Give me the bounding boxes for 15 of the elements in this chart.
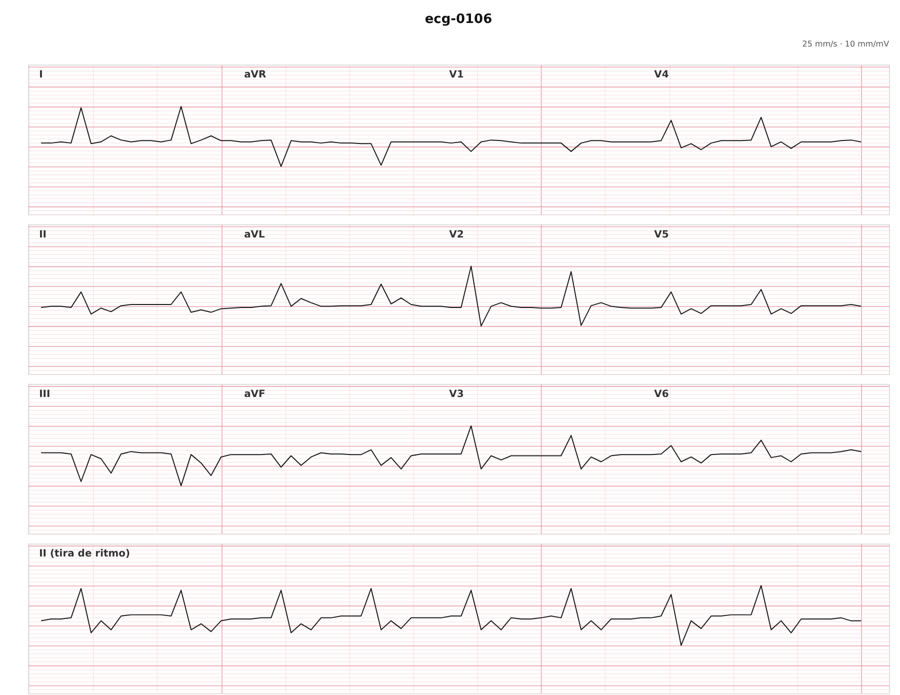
text: V5 bbox=[654, 229, 669, 240]
text: II bbox=[39, 229, 46, 240]
text: V2 bbox=[449, 229, 464, 240]
text: V6 bbox=[654, 388, 669, 400]
text: aVL bbox=[244, 229, 266, 240]
text: V3 bbox=[449, 388, 464, 400]
text: V1 bbox=[449, 70, 464, 81]
text: V4 bbox=[654, 70, 669, 81]
text: aVF bbox=[244, 388, 266, 400]
chart-title: ecg-0106 bbox=[424, 12, 492, 28]
text: II (tira de ritmo) bbox=[39, 548, 130, 560]
text: I bbox=[39, 70, 43, 81]
text: III bbox=[39, 388, 50, 400]
text: aVR bbox=[244, 70, 267, 81]
chart-subtitle: 25 mm/s · 10 mm/mV bbox=[802, 40, 890, 49]
